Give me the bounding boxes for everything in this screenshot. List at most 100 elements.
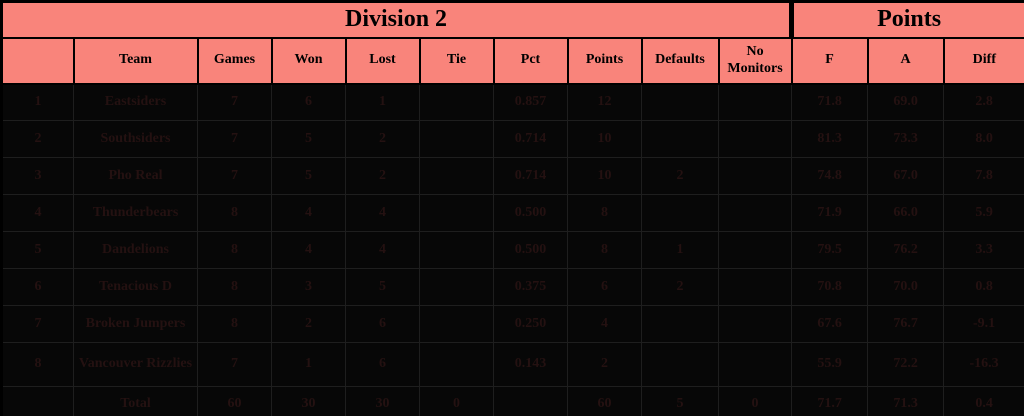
cell-points: 12	[567, 83, 642, 121]
cell-games: 7	[197, 157, 272, 195]
cell-points-against: 76.2	[867, 231, 945, 269]
cell-points-diff: 0.8	[943, 268, 1024, 306]
cell-points-against: 72.2	[867, 342, 945, 387]
cell-tie: 0	[419, 386, 494, 416]
cell-points-for: 55.9	[791, 342, 869, 387]
cell-points-against: 67.0	[867, 157, 945, 195]
cell-pct: 0.143	[493, 342, 568, 387]
cell-team: Vancouver Rizzlies	[73, 342, 198, 387]
cell-no-monitors	[717, 157, 793, 195]
table-row: 7 Broken Jumpers 8 2 6 0.250 4 67.6 76.7…	[1, 305, 1024, 343]
cell-games: 8	[197, 268, 272, 306]
cell-team: Total	[73, 386, 198, 416]
cell-no-monitors	[717, 305, 793, 343]
cell-no-monitors	[717, 194, 793, 232]
cell-tie	[419, 194, 494, 232]
cell-games: 60	[197, 386, 272, 416]
column-header-points-diff: Diff	[942, 36, 1024, 85]
cell-won: 6	[271, 83, 346, 121]
cell-lost: 6	[345, 305, 420, 343]
column-header-points-against: A	[866, 36, 945, 85]
cell-points: 60	[567, 386, 642, 416]
total-row: Total 60 30 30 0 60 5 0 71.7 71.3 0.4	[1, 386, 1024, 416]
table-row: 1 Eastsiders 7 6 1 0.857 12 71.8 69.0 2.…	[1, 83, 1024, 121]
cell-points-for: 70.8	[791, 268, 869, 306]
column-header-rank	[0, 36, 75, 85]
cell-defaults: 1	[641, 231, 719, 269]
cell-lost: 4	[345, 194, 420, 232]
cell-rank: 1	[1, 83, 74, 121]
cell-lost: 1	[345, 83, 420, 121]
cell-rank: 6	[1, 268, 74, 306]
cell-tie	[419, 305, 494, 343]
cell-no-monitors	[717, 231, 793, 269]
cell-defaults	[641, 342, 719, 387]
cell-team: Thunderbears	[73, 194, 198, 232]
cell-pct: 0.375	[493, 268, 568, 306]
cell-tie	[419, 231, 494, 269]
cell-defaults	[641, 120, 719, 158]
column-header-won: Won	[270, 36, 347, 85]
cell-defaults	[641, 194, 719, 232]
cell-tie	[419, 157, 494, 195]
cell-team: Tenacious D	[73, 268, 198, 306]
cell-tie	[419, 342, 494, 387]
cell-points-for: 71.9	[791, 194, 869, 232]
cell-tie	[419, 268, 494, 306]
cell-pct: 0.500	[493, 194, 568, 232]
column-header-points-for: F	[790, 36, 869, 85]
cell-defaults: 2	[641, 157, 719, 195]
cell-points-for: 71.8	[791, 83, 869, 121]
cell-no-monitors	[717, 83, 793, 121]
cell-points-diff: 2.8	[943, 83, 1024, 121]
column-header-no-monitors: No Monitors	[717, 36, 793, 85]
cell-points-diff: 8.0	[943, 120, 1024, 158]
cell-points-diff: 7.8	[943, 157, 1024, 195]
cell-rank	[1, 386, 74, 416]
cell-points: 6	[567, 268, 642, 306]
cell-games: 7	[197, 83, 272, 121]
cell-won: 30	[271, 386, 346, 416]
cell-lost: 30	[345, 386, 420, 416]
division-title: Division 2	[1, 1, 795, 39]
column-header-row: Team Games Won Lost Tie Pct Points Defau…	[0, 36, 1024, 85]
column-header-pct: Pct	[492, 36, 569, 85]
cell-lost: 2	[345, 157, 420, 195]
cell-won: 5	[271, 157, 346, 195]
cell-points-for: 79.5	[791, 231, 869, 269]
table-row: 6 Tenacious D 8 3 5 0.375 6 2 70.8 70.0 …	[1, 268, 1024, 306]
cell-games: 8	[197, 194, 272, 232]
cell-rank: 8	[1, 342, 74, 387]
cell-points-against: 66.0	[867, 194, 945, 232]
cell-rank: 2	[1, 120, 74, 158]
cell-points-for: 67.6	[791, 305, 869, 343]
cell-lost: 4	[345, 231, 420, 269]
points-group-title: Points	[791, 1, 1024, 39]
cell-team: Pho Real	[73, 157, 198, 195]
cell-games: 8	[197, 231, 272, 269]
cell-pct: 0.714	[493, 157, 568, 195]
cell-tie	[419, 120, 494, 158]
cell-won: 1	[271, 342, 346, 387]
cell-won: 3	[271, 268, 346, 306]
column-header-team: Team	[72, 36, 199, 85]
cell-points-diff: -9.1	[943, 305, 1024, 343]
cell-points-diff: 5.9	[943, 194, 1024, 232]
cell-defaults: 2	[641, 268, 719, 306]
table-row: 3 Pho Real 7 5 2 0.714 10 2 74.8 67.0 7.…	[1, 157, 1024, 195]
cell-team: Eastsiders	[73, 83, 198, 121]
cell-points: 10	[567, 157, 642, 195]
cell-points-against: 71.3	[867, 386, 945, 416]
cell-no-monitors	[717, 120, 793, 158]
cell-no-monitors: 0	[717, 386, 793, 416]
title-row: Division 2 Points	[1, 1, 1024, 39]
cell-lost: 6	[345, 342, 420, 387]
cell-lost: 2	[345, 120, 420, 158]
cell-points-diff: 0.4	[943, 386, 1024, 416]
cell-games: 8	[197, 305, 272, 343]
cell-points-against: 73.3	[867, 120, 945, 158]
cell-games: 7	[197, 342, 272, 387]
cell-rank: 7	[1, 305, 74, 343]
column-header-tie: Tie	[418, 36, 495, 85]
